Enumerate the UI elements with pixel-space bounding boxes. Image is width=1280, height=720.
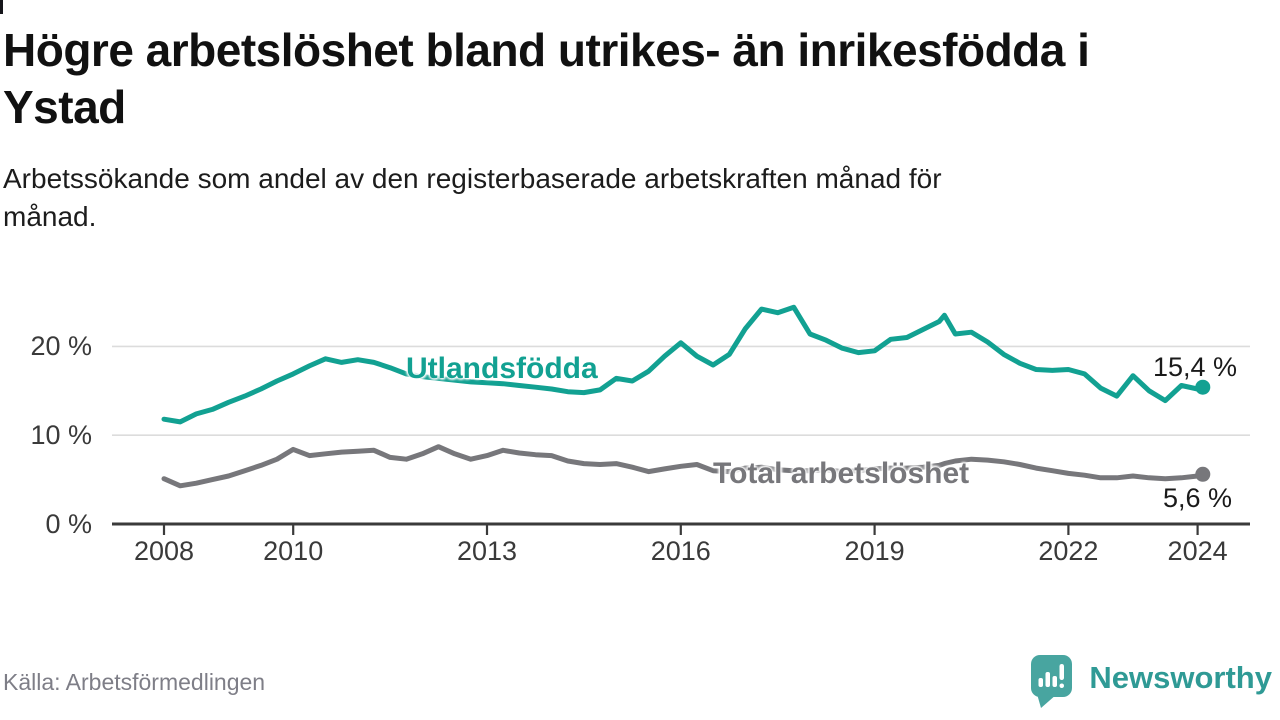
x-axis-label-2019: 2019 xyxy=(844,536,905,566)
series-line-1 xyxy=(161,444,1206,489)
logo-exclamation-icon xyxy=(1059,664,1065,680)
x-axis-label-2013: 2013 xyxy=(456,536,518,566)
series-end-dot-1 xyxy=(1195,466,1211,482)
newsworthy-logo-text: Newsworthy xyxy=(1089,660,1272,695)
x-axis-label-2022: 2022 xyxy=(1038,536,1099,566)
chart-subtitle: Arbetssökande som andel av den registerb… xyxy=(3,163,942,232)
y-axis-label-10: 10 % xyxy=(30,420,92,451)
newsworthy-logo-icon xyxy=(1031,655,1073,708)
series-end-dot-0 xyxy=(1195,379,1211,395)
x-axis-label-2016: 2016 xyxy=(650,536,711,566)
logo-bar-3 xyxy=(1052,676,1058,687)
corner-artifact xyxy=(0,0,3,14)
x-axis-label-2010: 2010 xyxy=(263,536,324,566)
x-axis-label-2008: 2008 xyxy=(133,536,195,566)
line-chart-plot xyxy=(112,304,1250,535)
series-label-utlandsfodda: Utlandsfödda xyxy=(406,352,598,385)
end-value-label-utlandsfodda: 15,4 % xyxy=(1153,352,1238,382)
end-value-label-total: 5,6 % xyxy=(1163,483,1233,513)
source-note: Källa: Arbetsförmedlingen xyxy=(3,669,266,695)
y-axis-label-20: 20 % xyxy=(30,331,92,362)
logo-exclamation-dot xyxy=(1059,683,1065,688)
logo-bar-1 xyxy=(1038,678,1044,687)
series-label-total-arbetsloshet: Total arbetslöshet xyxy=(713,457,970,490)
x-axis-label-2024: 2024 xyxy=(1167,536,1228,566)
y-axis-label-0: 0 % xyxy=(45,509,92,539)
logo-bar-2 xyxy=(1045,672,1051,687)
series-line-0 xyxy=(161,304,1206,425)
newsworthy-logo: Newsworthy xyxy=(1029,648,1272,708)
chart-title: Högre arbetslöshet bland utrikes- än inr… xyxy=(3,24,1090,133)
